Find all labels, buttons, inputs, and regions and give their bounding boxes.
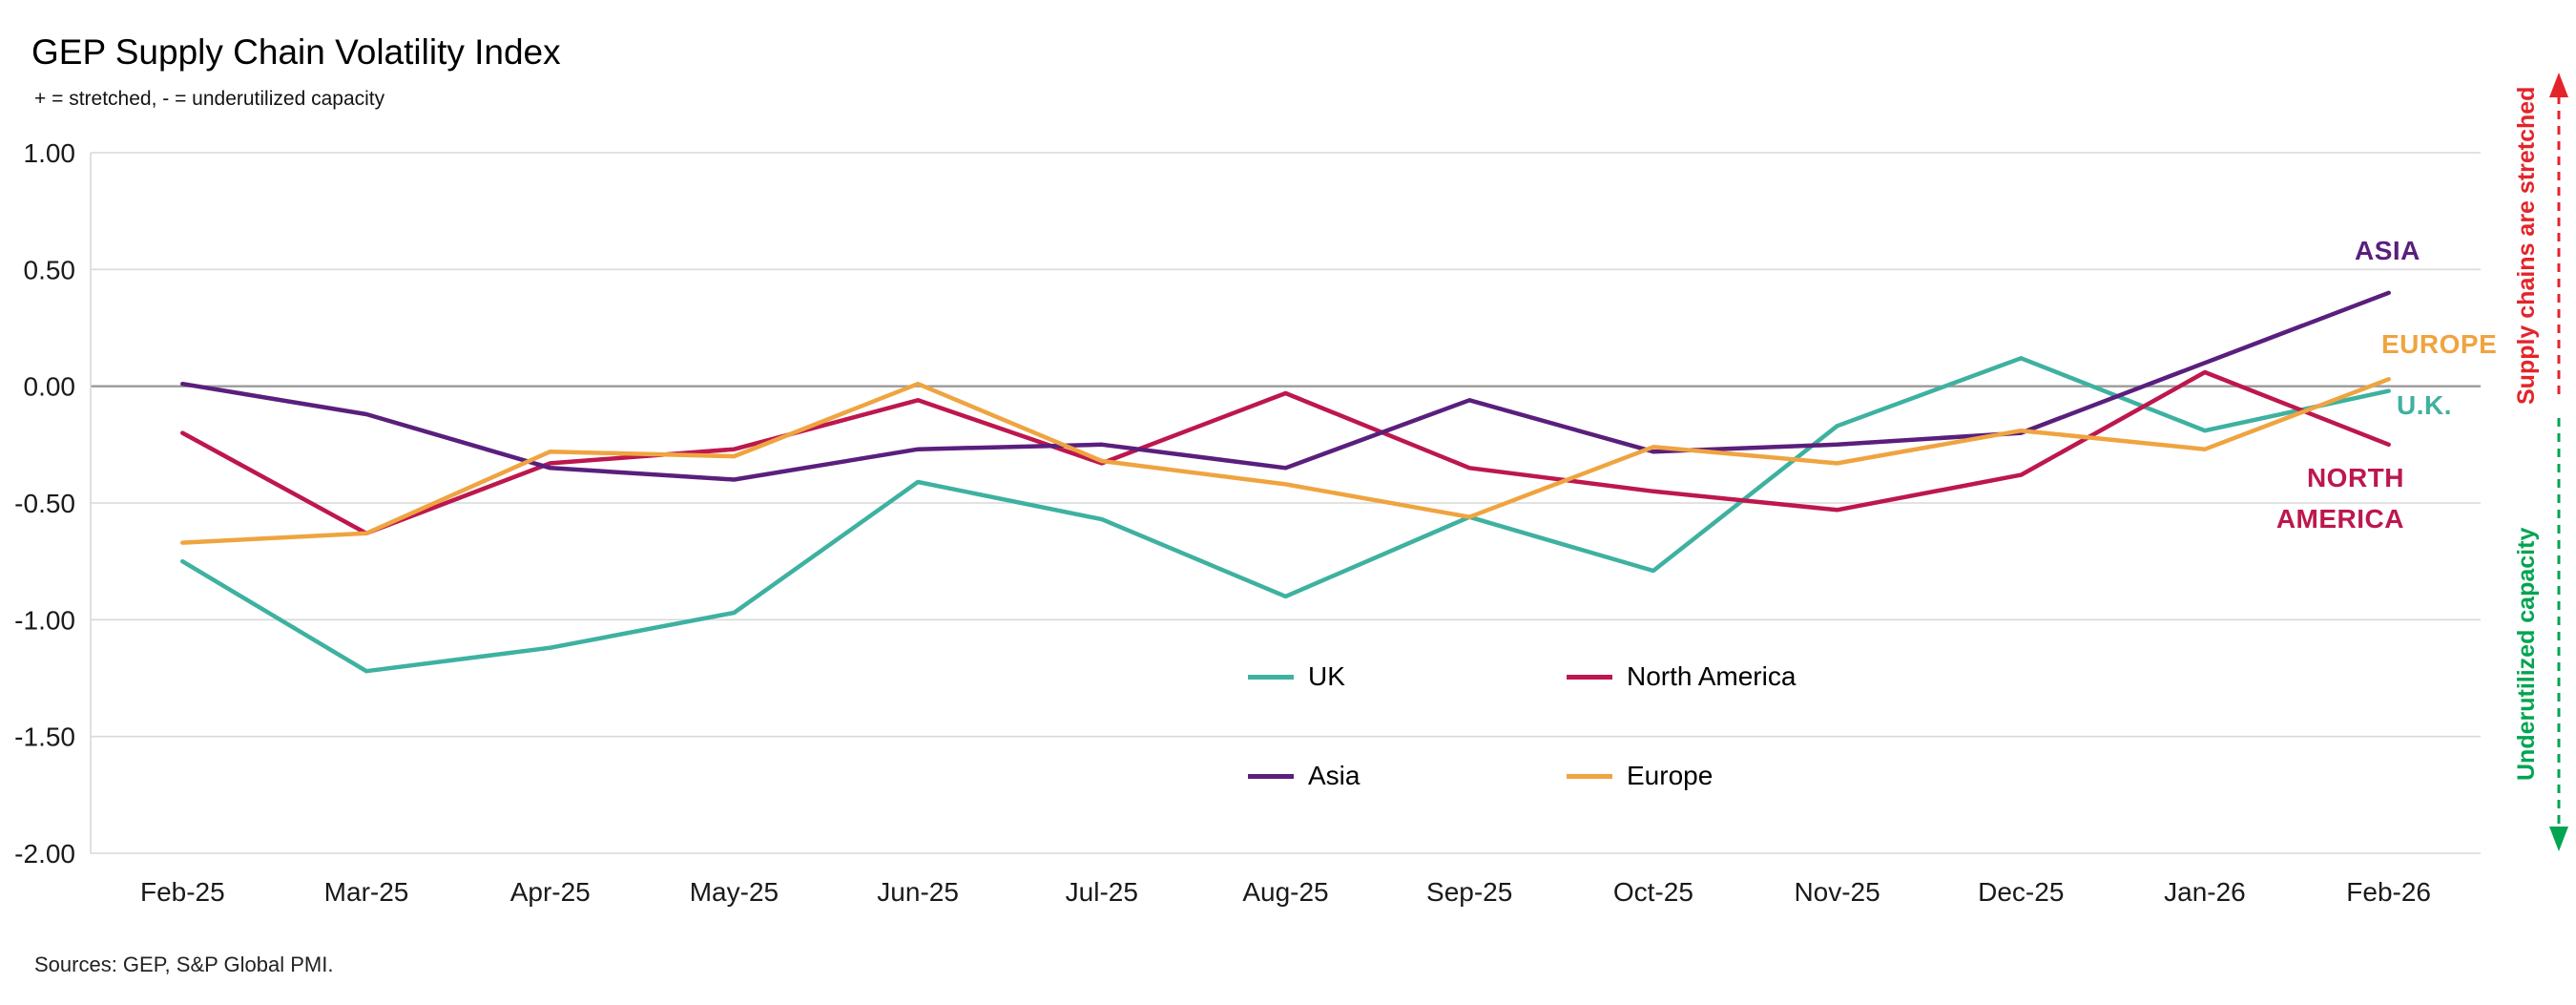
line-end-label-asia: ASIA <box>2355 236 2420 265</box>
x-axis-tick-label: Feb-26 <box>2346 877 2431 907</box>
chart-legend: UK North America Asia Europe <box>1248 660 1796 792</box>
chart-title: GEP Supply Chain Volatility Index <box>31 32 561 72</box>
legend-item-north-america: North America <box>1567 660 1796 693</box>
x-axis-tick-label: Dec-25 <box>1978 877 2064 907</box>
legend-label: UK <box>1308 661 1345 691</box>
y-axis-tick-label: 0.00 <box>24 372 76 402</box>
y-axis-tick-label: -1.50 <box>14 722 75 752</box>
legend-item-europe: Europe <box>1567 760 1796 792</box>
annotation-stretched: Supply chains are stretched <box>2513 86 2540 405</box>
legend-label: North America <box>1627 661 1797 691</box>
series-line-north-america <box>180 369 2391 536</box>
underutilized-arrow-head <box>2549 827 2568 851</box>
x-axis-tick-label: Jan-26 <box>2164 877 2246 907</box>
y-axis-tick-label: 0.50 <box>24 255 76 284</box>
x-axis-tick-label: Jun-25 <box>877 877 959 907</box>
line-end-label-europe: EUROPE <box>2381 329 2498 359</box>
legend-item-asia: Asia <box>1248 760 1567 792</box>
x-axis-tick-label: Nov-25 <box>1794 877 1880 907</box>
legend-label: Asia <box>1308 761 1361 790</box>
legend-swatch-uk <box>1248 674 1294 680</box>
legend-swatch-europe <box>1567 773 1612 779</box>
annotation-underutilized: Underutilized capacity <box>2513 527 2540 781</box>
legend-swatch-asia <box>1248 773 1294 779</box>
legend-swatch-north-america <box>1567 674 1612 680</box>
stretched-arrow-head <box>2549 73 2568 97</box>
x-axis-tick-label: Oct-25 <box>1613 877 1693 907</box>
y-axis-tick-label: -2.00 <box>14 839 75 869</box>
x-axis-tick-label: Apr-25 <box>510 877 591 907</box>
source-note: Sources: GEP, S&P Global PMI. <box>34 953 334 976</box>
x-axis-tick-label: Aug-25 <box>1242 877 1328 907</box>
x-axis-tick-label: Mar-25 <box>324 877 409 907</box>
legend-label: Europe <box>1627 761 1714 790</box>
x-axis-tick-label: Sep-25 <box>1426 877 1512 907</box>
series-line-europe <box>180 377 2391 545</box>
line-end-label-uk: U.K. <box>2397 390 2452 420</box>
y-axis-tick-label: -0.50 <box>14 489 75 518</box>
legend-item-uk: UK <box>1248 660 1567 693</box>
chart-subtitle: + = stretched, - = underutilized capacit… <box>34 88 385 110</box>
x-axis-tick-label: May-25 <box>690 877 779 907</box>
x-axis-tick-label: Jul-25 <box>1066 877 1138 907</box>
series-line-uk <box>180 356 2391 674</box>
x-axis-tick-label: Feb-25 <box>140 877 225 907</box>
series-line-asia <box>180 290 2391 482</box>
y-axis-tick-label: -1.00 <box>14 605 75 635</box>
line-end-label-north-america: NORTH AMERICA <box>2275 463 2404 534</box>
y-axis-tick-label: 1.00 <box>24 138 76 168</box>
